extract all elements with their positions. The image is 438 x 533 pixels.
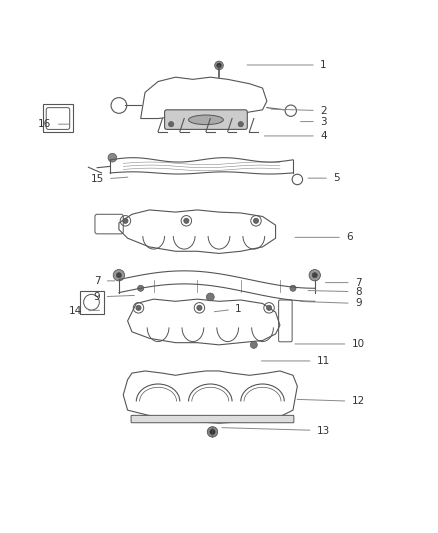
FancyBboxPatch shape [165,110,247,130]
Text: 1: 1 [215,304,242,314]
Text: 12: 12 [297,397,365,407]
Circle shape [210,429,215,434]
Circle shape [184,218,189,223]
Circle shape [207,426,218,437]
Text: 13: 13 [222,425,330,435]
Circle shape [251,341,257,349]
Circle shape [116,272,121,278]
Circle shape [238,122,244,127]
Circle shape [123,218,128,223]
Circle shape [215,61,223,70]
Circle shape [206,293,214,301]
Text: 16: 16 [38,119,69,129]
Circle shape [197,305,202,310]
Text: 2: 2 [271,106,327,116]
Text: 14: 14 [69,306,99,316]
Text: 3: 3 [300,117,327,126]
Circle shape [138,285,144,292]
Circle shape [217,63,221,68]
Text: 7: 7 [325,278,362,288]
Circle shape [266,305,272,310]
Text: 8: 8 [308,287,362,297]
Text: 9: 9 [300,298,362,309]
Text: 1: 1 [247,60,327,70]
Text: 10: 10 [295,339,365,349]
Text: 6: 6 [295,232,353,243]
Circle shape [136,305,141,310]
Circle shape [290,285,296,292]
Text: 7: 7 [94,276,115,286]
Text: 11: 11 [261,356,330,366]
Circle shape [113,270,124,281]
Circle shape [169,122,174,127]
Circle shape [309,270,321,281]
Text: 15: 15 [91,174,128,184]
Text: 9: 9 [94,292,134,302]
Circle shape [253,218,258,223]
Ellipse shape [188,115,223,125]
Circle shape [312,272,318,278]
FancyBboxPatch shape [131,415,294,423]
Text: 4: 4 [265,131,327,141]
Text: 5: 5 [308,173,340,183]
Circle shape [108,154,117,162]
